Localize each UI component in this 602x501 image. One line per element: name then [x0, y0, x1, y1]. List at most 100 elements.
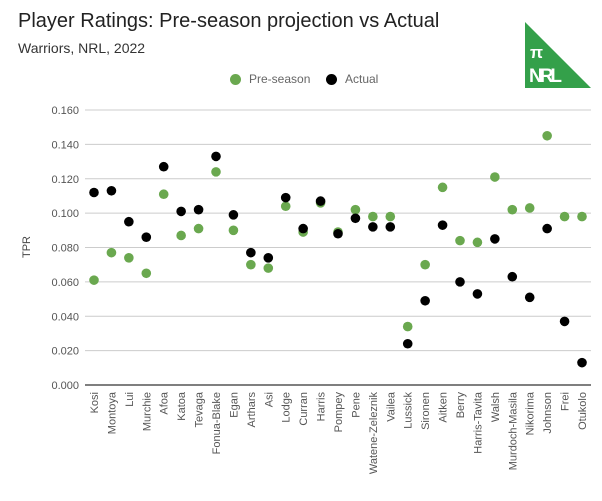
point-actual-harris-tavita[interactable]	[472, 289, 483, 299]
point-actual-lussick[interactable]	[402, 338, 413, 349]
x-tick-label: Lodge	[281, 392, 293, 423]
x-tick-label: Lussick	[403, 392, 415, 429]
x-tick-label: Johnson	[542, 392, 554, 434]
point-pre-season-katoa[interactable]	[176, 230, 186, 241]
legend-marker-actual	[326, 73, 337, 85]
x-tick-label: Pompey	[333, 392, 345, 433]
x-tick-label: Asi	[263, 392, 275, 407]
point-pre-season-lui[interactable]	[124, 253, 134, 263]
point-pre-season-tevaga[interactable]	[193, 223, 204, 234]
point-pre-season-murchie[interactable]	[141, 268, 152, 279]
x-tick-labels: Kosi Montoya Lui Murchie Afoa Katoa Tevaga Fonu…	[89, 391, 589, 474]
point-actual-harris[interactable]	[315, 196, 326, 206]
point-actual-lodge[interactable]	[280, 192, 291, 203]
pi-nrl-logo: π NRL	[525, 22, 591, 88]
point-pre-season-johnson[interactable]	[542, 130, 552, 141]
data-points	[89, 130, 587, 368]
point-actual-walsh[interactable]	[490, 234, 500, 244]
point-actual-pene[interactable]	[350, 213, 361, 224]
point-actual-kosi[interactable]	[89, 187, 99, 198]
logo-triangle	[525, 22, 591, 88]
point-actual-tevaga[interactable]	[193, 204, 204, 215]
point-pre-season-sironen[interactable]	[420, 259, 430, 270]
legend: Pre-season Actual	[0, 72, 602, 90]
point-pre-season-walsh[interactable]	[490, 172, 500, 182]
legend-item-actual[interactable]: Actual	[326, 72, 378, 86]
point-actual-vailea[interactable]	[385, 222, 396, 232]
point-actual-lui[interactable]	[124, 216, 134, 227]
point-actual-watene-zeleznik[interactable]	[368, 222, 378, 232]
point-pre-season-frei[interactable]	[559, 211, 570, 222]
y-tick-label: 0.100	[51, 208, 79, 220]
point-pre-season-lodge[interactable]	[280, 201, 291, 212]
legend-label-actual: Actual	[345, 72, 379, 86]
chart-title: Player Ratings: Pre-season projection vs…	[18, 10, 440, 32]
point-pre-season-montoya[interactable]	[106, 247, 117, 258]
point-pre-season-fonua-blake[interactable]	[211, 167, 221, 177]
point-pre-season-berry[interactable]	[455, 235, 465, 246]
x-tick-label: Lui	[124, 392, 136, 407]
point-actual-frei[interactable]	[559, 316, 570, 327]
legend-item-pre-season[interactable]: Pre-season	[230, 72, 310, 86]
y-tick-labels: 0.000 0.020 0.040 0.060 0.080 0.100 0.120 0.140…	[51, 105, 79, 392]
point-pre-season-lussick[interactable]	[402, 321, 413, 332]
point-actual-sironen[interactable]	[420, 295, 430, 306]
x-tick-label: Nikorima	[525, 391, 537, 435]
point-pre-season-kosi[interactable]	[89, 275, 99, 285]
point-actual-murchie[interactable]	[141, 232, 152, 242]
y-tick-label: 0.120	[51, 174, 79, 186]
y-tick-label: 0.040	[51, 311, 79, 323]
x-tick-label: Montoya	[106, 391, 118, 434]
x-tick-label: Murchie	[141, 392, 153, 431]
point-pre-season-aitken[interactable]	[437, 182, 448, 193]
point-actual-johnson[interactable]	[542, 223, 552, 234]
x-tick-label: Walsh	[490, 392, 502, 422]
point-actual-arthars[interactable]	[246, 247, 256, 258]
point-pre-season-egan[interactable]	[228, 225, 239, 236]
gridlines	[85, 109, 591, 386]
point-pre-season-arthars[interactable]	[246, 259, 256, 270]
x-tick-label: Tevaga	[194, 391, 206, 427]
y-tick-label: 0.020	[51, 346, 79, 358]
point-actual-otukolo[interactable]	[577, 357, 587, 368]
point-actual-afoa[interactable]	[158, 161, 169, 172]
x-tick-label: Berry	[455, 392, 467, 419]
point-pre-season-otukolo[interactable]	[577, 211, 587, 222]
y-tick-label: 0.160	[51, 105, 79, 117]
point-actual-montoya[interactable]	[106, 185, 117, 196]
point-actual-fonua-blake[interactable]	[211, 151, 221, 162]
point-actual-pompey[interactable]	[333, 228, 343, 239]
point-pre-season-watene-zeleznik[interactable]	[368, 211, 378, 222]
x-tick-label: Afoa	[159, 391, 171, 415]
chart-subtitle: Warriors, NRL, 2022	[18, 40, 146, 56]
point-pre-season-afoa[interactable]	[158, 189, 169, 200]
legend-label-pre-season: Pre-season	[249, 72, 311, 86]
point-pre-season-murdoch-masila[interactable]	[507, 204, 518, 215]
point-actual-egan[interactable]	[228, 210, 239, 220]
x-tick-label: Kosi	[89, 392, 101, 413]
point-actual-murdoch-masila[interactable]	[507, 271, 518, 282]
point-pre-season-harris-tavita[interactable]	[472, 237, 483, 248]
point-pre-season-pene[interactable]	[350, 204, 361, 215]
x-tick-label: Otukolo	[577, 392, 589, 430]
point-pre-season-nikorima[interactable]	[524, 203, 535, 213]
logo-pi: π	[530, 43, 543, 62]
x-tick-label: Pene	[350, 392, 362, 418]
y-tick-label: 0.000	[51, 380, 79, 392]
point-pre-season-vailea[interactable]	[385, 211, 396, 222]
point-pre-season-asi[interactable]	[263, 263, 274, 273]
y-tick-label: 0.060	[51, 277, 79, 289]
x-tick-label: Sironen	[420, 392, 432, 430]
y-tick-label: 0.080	[51, 243, 79, 255]
point-actual-katoa[interactable]	[176, 206, 186, 217]
point-actual-aitken[interactable]	[437, 220, 448, 230]
x-tick-label: Katoa	[176, 391, 188, 421]
x-tick-label: Aitken	[438, 392, 450, 423]
y-axis-title: TPR	[21, 236, 33, 258]
point-actual-nikorima[interactable]	[524, 292, 535, 303]
point-actual-berry[interactable]	[455, 277, 465, 287]
point-actual-asi[interactable]	[263, 253, 274, 263]
x-tick-label: Harris-Tavita	[472, 391, 484, 454]
x-tick-label: Vailea	[385, 391, 397, 422]
point-actual-curran[interactable]	[298, 223, 308, 234]
